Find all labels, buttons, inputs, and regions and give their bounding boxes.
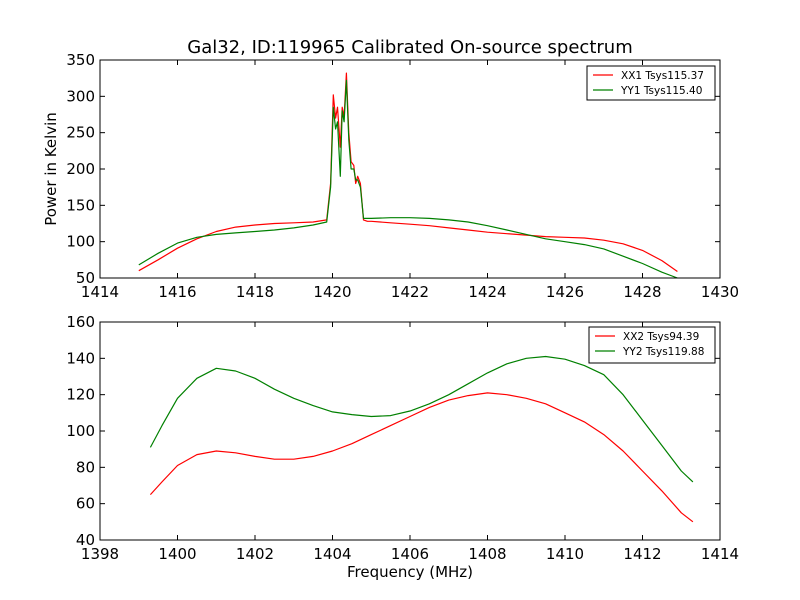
legend-label: YY2 Tsys119.88 — [622, 346, 704, 358]
x-tick-label: 1404 — [313, 545, 351, 563]
y-tick-label: 250 — [66, 124, 95, 142]
x-tick-label: 1406 — [391, 545, 429, 563]
x-tick-label: 1418 — [236, 283, 274, 301]
y-tick-label: 150 — [66, 196, 95, 214]
x-tick-label: 1398 — [81, 545, 119, 563]
y-tick-label: 40 — [76, 531, 95, 549]
series-line-0 — [149, 392, 694, 523]
series-line-1 — [149, 355, 694, 483]
x-tick-label: 1414 — [701, 545, 739, 563]
bottom-plot: 1398 1400 1402 1404 1406 1408 1410 1412 1414 40 60… — [66, 313, 739, 581]
x-tick-label: 1402 — [236, 545, 274, 563]
x-tick-label: 1420 — [313, 283, 351, 301]
y-tick-label: 140 — [66, 349, 95, 367]
x-tick-label: 1424 — [468, 283, 506, 301]
x-tick-label: 1416 — [158, 283, 196, 301]
y-tick-label: 120 — [66, 386, 95, 404]
y-tick-label: 50 — [76, 269, 95, 287]
x-tick-label: 1400 — [158, 545, 196, 563]
top-plot: 1414 1416 1418 1420 1422 1424 1426 1428 1430 50 10… — [42, 51, 739, 301]
y-tick-label: 100 — [66, 233, 95, 251]
legend-label: XX1 Tsys115.37 — [621, 70, 704, 82]
legend-box — [588, 326, 716, 364]
y-tick-label: 350 — [66, 51, 95, 69]
y-tick-label: 80 — [76, 458, 95, 476]
x-tick-label: 1428 — [623, 283, 661, 301]
x-tick-label: 1408 — [468, 545, 506, 563]
x-tick-label: 1410 — [546, 545, 584, 563]
y-axis-label: Power in Kelvin — [42, 112, 60, 226]
y-tick-label: 60 — [76, 495, 95, 513]
y-tick-label: 200 — [66, 160, 95, 178]
y-tick-label: 100 — [66, 422, 95, 440]
y-tick-label: 160 — [66, 313, 95, 331]
legend-label: XX2 Tsys94.39 — [623, 331, 699, 343]
y-tick-label: 300 — [66, 87, 95, 105]
chart-title: Gal32, ID:119965 Calibrated On-source sp… — [187, 37, 632, 58]
legend-box — [586, 65, 716, 101]
series-line-0 — [138, 72, 678, 272]
x-tick-label: 1412 — [623, 545, 661, 563]
x-tick-label: 1422 — [391, 283, 429, 301]
legend-label: YY1 Tsys115.40 — [620, 85, 702, 97]
x-tick-label: 1426 — [546, 283, 584, 301]
series-line-1 — [138, 79, 678, 279]
x-tick-label: 1414 — [81, 283, 119, 301]
x-axis-label: Frequency (MHz) — [347, 563, 473, 581]
x-tick-label: 1430 — [701, 283, 739, 301]
